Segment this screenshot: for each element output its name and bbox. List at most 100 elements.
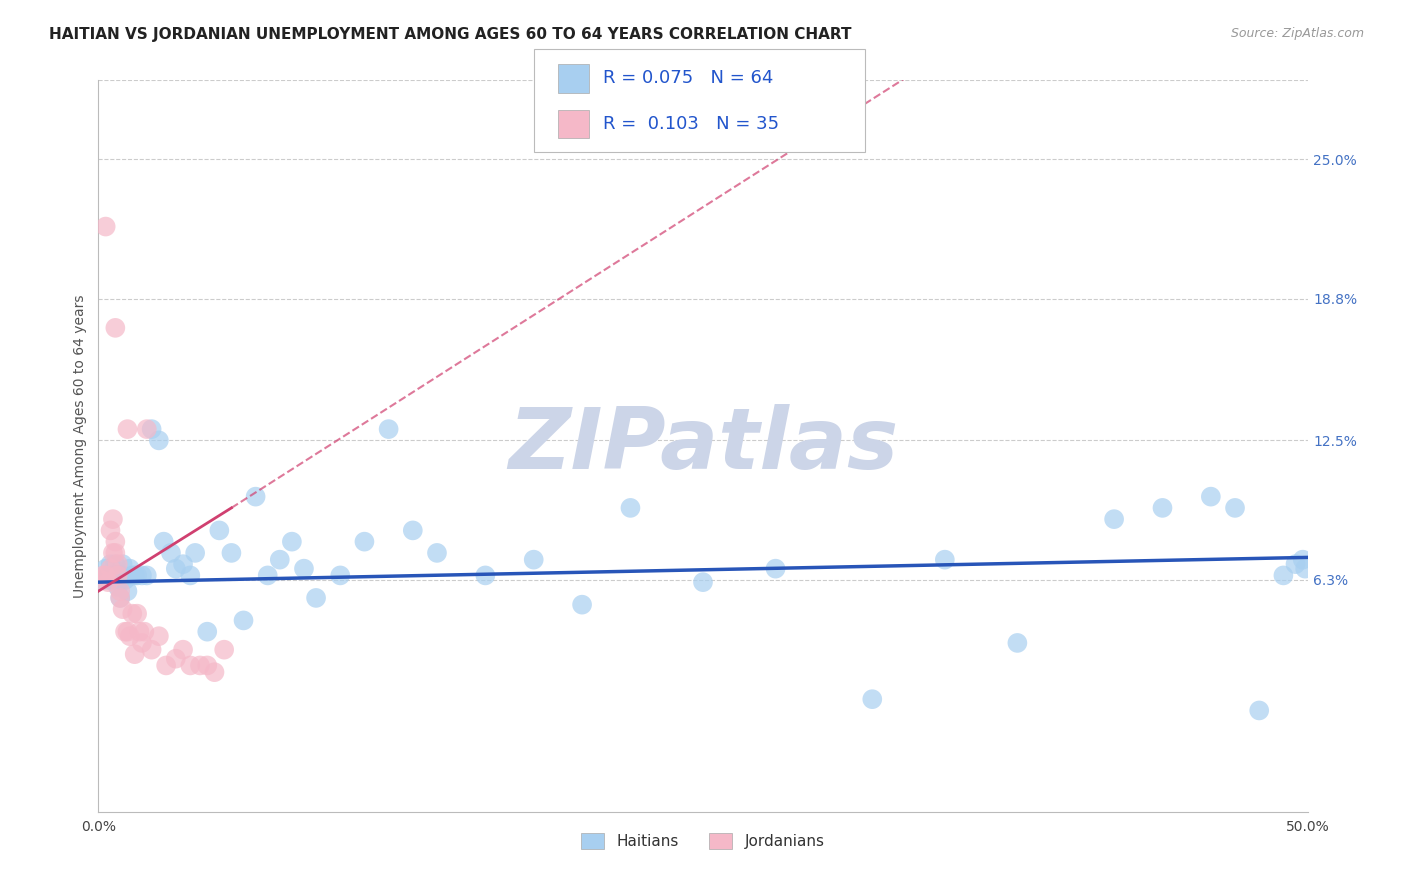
Point [117,422,139,436]
Point [127,568,149,582]
Point [208,524,231,538]
Point [111,602,134,616]
Point [426,546,449,560]
Point [329,568,352,582]
Point [114,573,136,587]
Point [135,568,157,582]
Point [97,575,120,590]
Point [118,562,141,576]
Point [100,562,122,576]
Point [860,692,883,706]
Point [269,552,291,566]
Point [305,591,328,605]
Text: ZIPatlas: ZIPatlas [508,404,898,488]
Point [128,624,150,639]
Point [101,546,124,560]
Point [152,534,174,549]
Point [1223,500,1246,515]
Text: Source: ZipAtlas.com: Source: ZipAtlas.com [1230,27,1364,40]
Point [195,624,218,639]
Point [1294,562,1316,576]
Point [127,607,149,621]
Point [172,557,194,571]
Point [108,584,131,599]
Point [1272,568,1295,582]
Point [245,490,267,504]
Point [90,573,112,587]
Point [402,524,425,538]
Point [104,557,127,571]
Point [281,534,304,549]
Point [204,665,226,680]
Point [184,546,207,560]
Point [1284,557,1306,571]
Point [212,642,235,657]
Point [179,568,201,582]
Point [104,573,127,587]
Point [111,568,134,582]
Point [934,552,956,566]
Point [377,422,399,436]
Point [571,598,593,612]
Point [121,568,143,582]
Legend: Haitians, Jordanians: Haitians, Jordanians [575,827,831,855]
Point [124,647,146,661]
Point [108,591,131,605]
Point [765,562,787,576]
Point [1292,552,1315,566]
Point [195,658,218,673]
Point [165,562,187,576]
Point [172,642,194,657]
Point [101,512,124,526]
Point [1007,636,1029,650]
Point [692,575,714,590]
Point [292,562,315,576]
Point [124,568,146,582]
Point [619,500,641,515]
Point [1199,490,1222,504]
Point [232,614,254,628]
Point [107,568,129,582]
Point [91,573,114,587]
Point [97,573,120,587]
Point [474,568,496,582]
Point [148,629,170,643]
Point [131,568,153,582]
Point [155,658,177,673]
Point [117,624,139,639]
Text: R = 0.075   N = 64: R = 0.075 N = 64 [603,70,773,87]
Point [91,568,114,582]
Point [188,658,211,673]
Point [100,573,122,587]
Point [107,568,129,582]
Point [141,642,163,657]
Point [160,546,183,560]
Point [117,584,139,599]
Point [104,546,127,560]
Point [94,562,117,576]
Point [100,557,122,571]
Point [94,219,117,234]
Point [101,568,124,582]
Point [221,546,243,560]
Text: R =  0.103   N = 35: R = 0.103 N = 35 [603,115,779,133]
Point [1102,512,1125,526]
Point [134,624,156,639]
Point [135,422,157,436]
Point [108,591,131,605]
Point [1249,703,1271,717]
Point [107,557,129,571]
Point [353,534,375,549]
Point [100,524,122,538]
Point [107,580,129,594]
Point [179,658,201,673]
Point [121,607,143,621]
Point [141,422,163,436]
Point [114,624,136,639]
Point [108,573,131,587]
Y-axis label: Unemployment Among Ages 60 to 64 years: Unemployment Among Ages 60 to 64 years [73,294,87,598]
Point [165,651,187,665]
Point [523,552,546,566]
Point [94,568,117,582]
Point [131,636,153,650]
